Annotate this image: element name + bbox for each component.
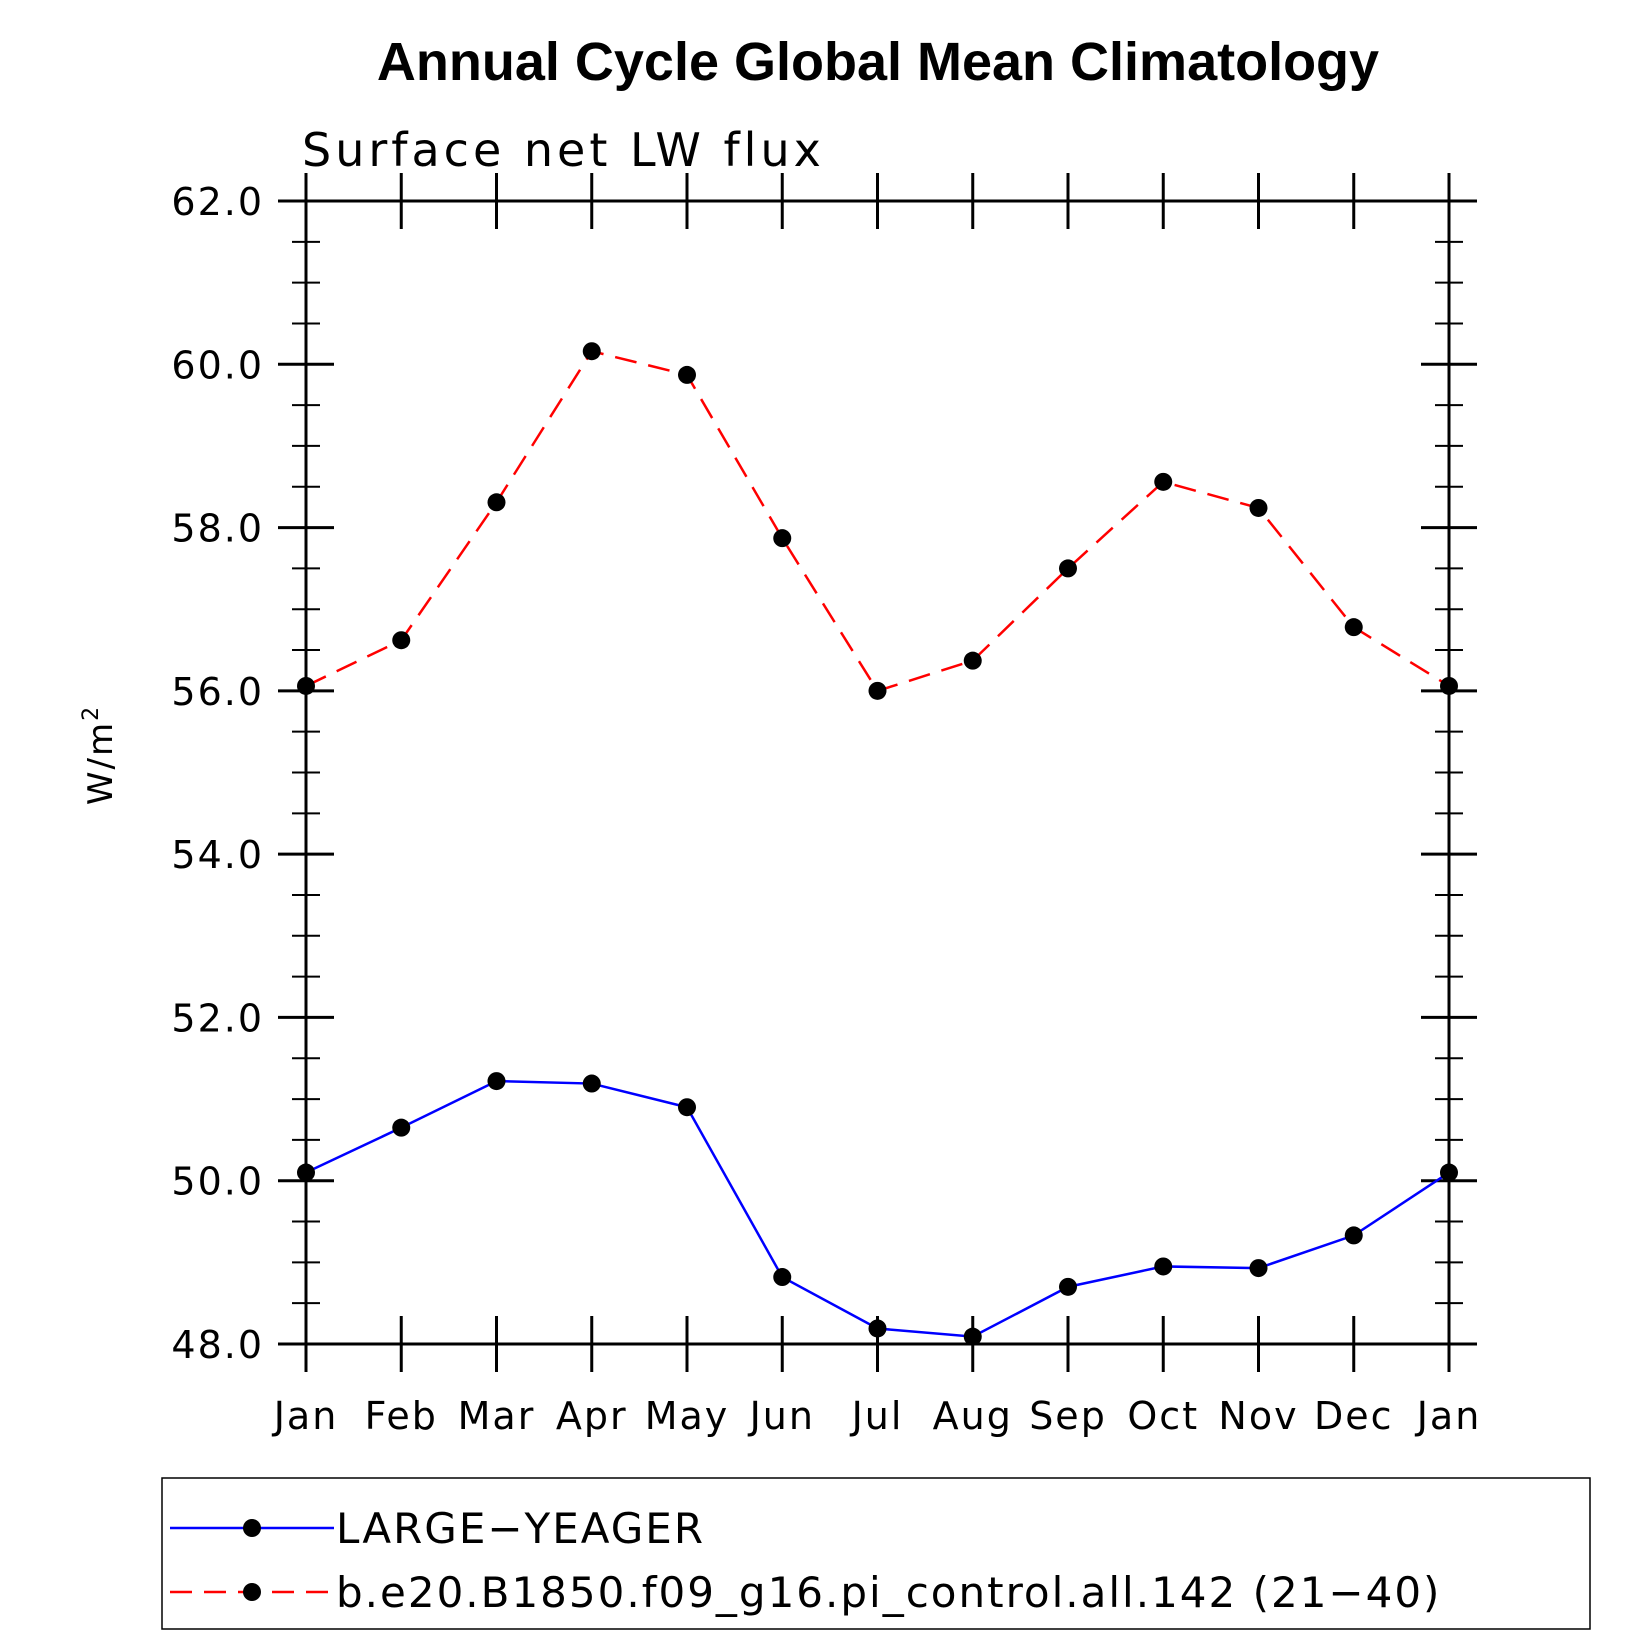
y-tick-label: 56.0 — [171, 670, 264, 714]
series-line-0 — [305, 1079, 1450, 1338]
y-tick-label: 58.0 — [171, 507, 264, 551]
y-axis-label-superscript: 2 — [79, 705, 104, 721]
data-point-series-1 — [582, 342, 601, 361]
x-tick-label: Apr — [556, 1394, 628, 1438]
data-point-series-1 — [487, 493, 506, 512]
data-point-series-1 — [1344, 618, 1363, 637]
data-point-series-0 — [678, 1098, 696, 1117]
tick-labels: Jan Feb Mar Apr May Jun Jul Aug Sep Oct Nov Dec Jan4… — [171, 180, 1482, 1438]
series-line-1 — [305, 349, 1450, 693]
x-tick-label: Jan — [1415, 1394, 1482, 1438]
x-tick-label: Jun — [748, 1394, 815, 1438]
data-point-series-0 — [963, 1327, 982, 1346]
series-lines — [305, 349, 1450, 1338]
data-point-series-1 — [1249, 498, 1268, 517]
legend-marker-1 — [243, 1583, 261, 1601]
data-point-series-0 — [773, 1268, 792, 1287]
plot-frame — [304, 199, 1451, 1346]
x-tick-label: Nov — [1218, 1394, 1298, 1438]
x-tick-label: Jan — [272, 1394, 339, 1438]
legend-label-1: b.e20.B1850.f09_g16.pi_control.all.142 (… — [336, 1568, 1441, 1617]
legend: LARGE−YEAGER b.e20.B1850.f09_g16.pi_contr… — [170, 1504, 1441, 1617]
chart-title: Annual Cycle Global Mean Climatology — [377, 32, 1379, 92]
chart-subtitle: Surface net LW flux — [302, 123, 825, 177]
x-tick-label: Feb — [365, 1394, 438, 1438]
legend-label-0: LARGE−YEAGER — [336, 1504, 705, 1553]
y-axis-label: W/m2 — [79, 705, 121, 805]
x-tick-label: Oct — [1127, 1394, 1199, 1438]
data-point-series-0 — [1059, 1277, 1077, 1296]
series-markers — [297, 342, 1458, 1346]
data-point-series-1 — [963, 651, 982, 670]
data-point-series-1 — [392, 631, 411, 650]
y-axis-label-text: W/m — [81, 721, 121, 805]
svg-text:W/m2: W/m2 — [79, 705, 121, 805]
y-tick-label: 62.0 — [171, 180, 264, 224]
x-tick-label: Aug — [933, 1394, 1013, 1438]
y-tick-label: 50.0 — [171, 1160, 264, 1204]
data-point-series-0 — [1154, 1257, 1173, 1276]
axis-ticks — [278, 173, 1477, 1372]
data-point-series-1 — [1059, 559, 1077, 578]
legend-box — [161, 1477, 1591, 1630]
data-point-series-1 — [868, 681, 887, 700]
x-tick-label: Sep — [1029, 1394, 1107, 1438]
x-tick-label: Mar — [458, 1394, 536, 1438]
data-point-series-0 — [868, 1319, 887, 1338]
y-tick-label: 52.0 — [171, 996, 264, 1040]
data-point-series-1 — [678, 365, 696, 384]
data-point-series-0 — [582, 1074, 601, 1093]
x-tick-label: May — [645, 1394, 730, 1438]
y-tick-label: 60.0 — [171, 343, 264, 387]
y-tick-label: 54.0 — [171, 833, 264, 877]
data-point-series-0 — [487, 1072, 506, 1091]
legend-marker-0 — [243, 1519, 261, 1537]
data-point-series-0 — [1344, 1226, 1363, 1245]
x-tick-label: Dec — [1314, 1394, 1394, 1438]
data-point-series-0 — [392, 1118, 411, 1137]
data-point-series-0 — [1249, 1259, 1268, 1278]
data-point-series-1 — [1154, 472, 1173, 491]
data-point-series-1 — [773, 529, 792, 548]
y-tick-label: 48.0 — [171, 1323, 264, 1367]
x-tick-label: Jul — [850, 1394, 904, 1438]
